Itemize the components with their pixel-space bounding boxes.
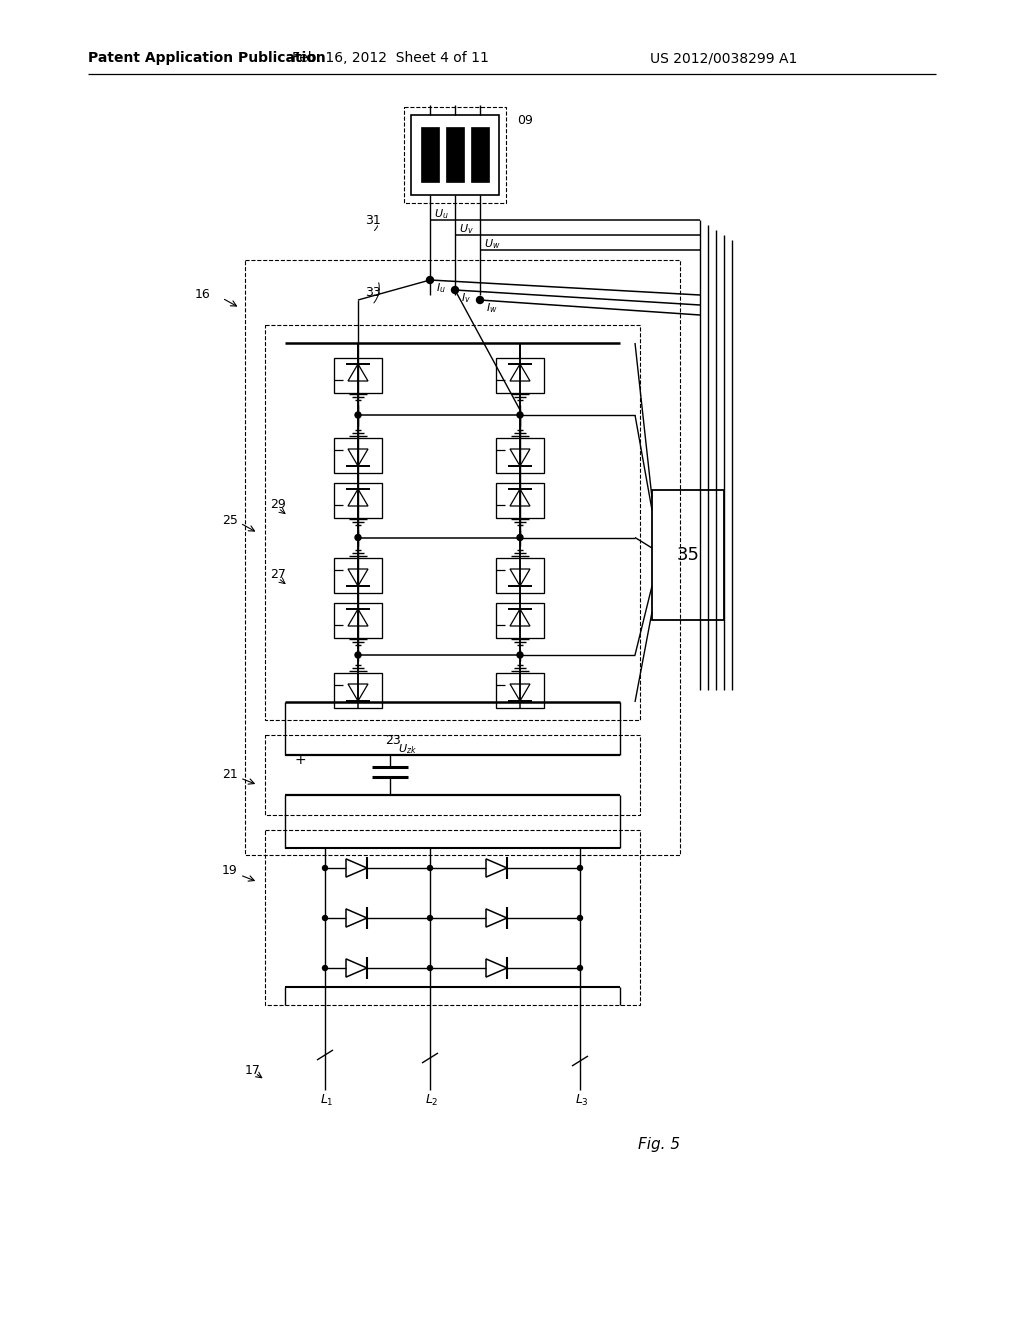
Text: $U_{zk}$: $U_{zk}$: [398, 742, 417, 756]
Text: 21: 21: [222, 768, 238, 781]
Bar: [496, 483, 544, 517]
Bar: [334, 483, 382, 517]
Circle shape: [355, 412, 361, 418]
Text: 33: 33: [365, 285, 381, 298]
Text: $U_v$: $U_v$: [459, 222, 474, 236]
Bar: [334, 672, 382, 708]
Text: 19: 19: [222, 863, 238, 876]
Bar: [265, 735, 640, 814]
Circle shape: [427, 916, 432, 920]
Text: 09: 09: [517, 114, 532, 127]
Text: Feb. 16, 2012  Sheet 4 of 11: Feb. 16, 2012 Sheet 4 of 11: [292, 51, 488, 65]
Circle shape: [517, 412, 523, 418]
Text: $I_u$: $I_u$: [436, 281, 445, 294]
Text: $L_2$: $L_2$: [425, 1093, 438, 1107]
Circle shape: [517, 535, 523, 540]
Bar: [411, 115, 499, 195]
Bar: [265, 830, 640, 1005]
Text: 17: 17: [245, 1064, 261, 1077]
Text: +: +: [295, 752, 306, 767]
Bar: [334, 602, 382, 638]
Circle shape: [355, 535, 361, 540]
Bar: [334, 437, 382, 473]
Circle shape: [578, 866, 583, 870]
Circle shape: [578, 916, 583, 920]
Circle shape: [578, 965, 583, 970]
Text: 25: 25: [222, 513, 238, 527]
Circle shape: [427, 276, 433, 284]
Bar: [421, 127, 439, 182]
Bar: [334, 358, 382, 392]
Text: 16: 16: [195, 289, 211, 301]
Circle shape: [517, 652, 523, 657]
Bar: [334, 557, 382, 593]
Bar: [496, 358, 544, 392]
Circle shape: [427, 866, 432, 870]
Bar: [496, 557, 544, 593]
Bar: [496, 672, 544, 708]
Text: 35: 35: [677, 546, 699, 564]
Text: $U_u$: $U_u$: [434, 207, 449, 220]
Text: 23: 23: [385, 734, 400, 747]
Text: US 2012/0038299 A1: US 2012/0038299 A1: [650, 51, 798, 65]
Circle shape: [355, 652, 361, 657]
Text: 29: 29: [270, 499, 286, 511]
Bar: [652, 490, 724, 620]
Bar: [404, 107, 506, 203]
Bar: [245, 260, 680, 855]
Circle shape: [476, 297, 483, 304]
Text: $I_w$: $I_w$: [486, 301, 498, 315]
Text: 27: 27: [270, 569, 286, 582]
Text: Patent Application Publication: Patent Application Publication: [88, 51, 326, 65]
Text: Fig. 5: Fig. 5: [638, 1138, 680, 1152]
Bar: [446, 127, 464, 182]
Circle shape: [323, 965, 328, 970]
Text: $L_3$: $L_3$: [575, 1093, 589, 1107]
Text: 31: 31: [365, 214, 381, 227]
Text: $I_v$: $I_v$: [461, 292, 471, 305]
Circle shape: [323, 916, 328, 920]
Circle shape: [452, 286, 459, 293]
Text: $L_1$: $L_1$: [319, 1093, 334, 1107]
Bar: [496, 602, 544, 638]
Circle shape: [323, 866, 328, 870]
Text: $U_w$: $U_w$: [484, 238, 501, 251]
Bar: [265, 325, 640, 719]
Bar: [471, 127, 489, 182]
Bar: [496, 437, 544, 473]
Circle shape: [427, 965, 432, 970]
